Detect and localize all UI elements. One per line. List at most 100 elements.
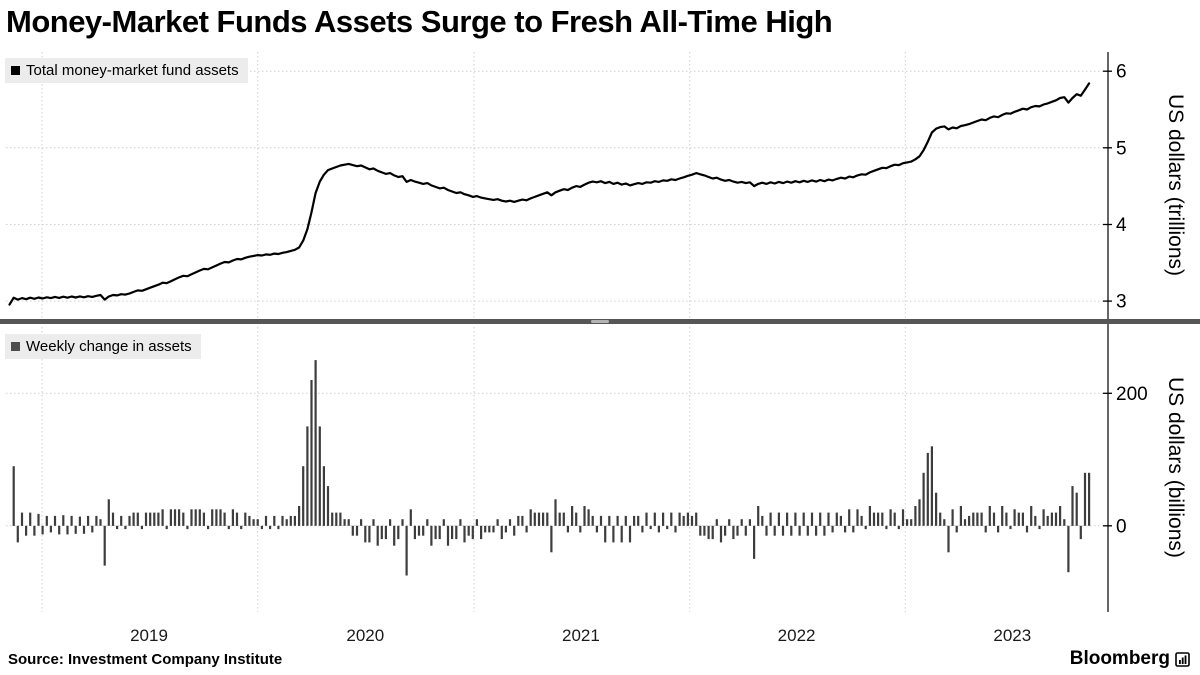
weekly-change-bar [835, 512, 838, 526]
weekly-change-bar [1017, 512, 1020, 526]
weekly-change-bar [438, 525, 441, 540]
weekly-change-bar [901, 509, 905, 526]
weekly-change-bar [988, 506, 991, 526]
weekly-change-bar [1083, 472, 1087, 526]
line-series-swatch-icon [11, 66, 20, 75]
weekly-change-bar [951, 509, 954, 526]
weekly-change-bar [786, 512, 789, 526]
weekly-change-bar [99, 519, 102, 526]
weekly-change-bar [74, 525, 77, 534]
weekly-change-bar [430, 525, 433, 546]
weekly-change-bar [1088, 472, 1091, 526]
weekly-change-bar [264, 515, 268, 526]
weekly-change-bar [819, 512, 822, 526]
weekly-change-bar [719, 525, 723, 543]
x-axis-year-label: 2022 [778, 626, 816, 645]
weekly-change-bar [207, 525, 210, 530]
weekly-change-bar [120, 515, 123, 526]
axis-tick-label: 5 [1116, 138, 1127, 159]
weekly-change-bar [794, 512, 797, 526]
legend-weekly-change: Weekly change in assets [5, 334, 201, 359]
weekly-change-bar [393, 525, 396, 546]
weekly-change-bar [839, 515, 842, 526]
weekly-change-bar [984, 525, 987, 533]
weekly-change-bar [1030, 506, 1033, 526]
weekly-change-bar [273, 515, 276, 526]
weekly-change-bar [339, 512, 342, 526]
weekly-change-bar [599, 515, 603, 526]
weekly-change-bar [157, 512, 160, 526]
weekly-change-bar [198, 509, 201, 526]
weekly-change-bar [868, 506, 871, 526]
weekly-change-bar [922, 472, 925, 526]
bar-series-swatch-icon [11, 342, 20, 351]
weekly-change-bar [657, 525, 660, 533]
weekly-change-bar [513, 525, 516, 536]
weekly-change-bar [591, 515, 594, 526]
weekly-change-bar [82, 525, 86, 534]
weekly-change-bar [306, 426, 309, 526]
weekly-change-bar [49, 525, 52, 533]
weekly-change-bar [798, 525, 801, 536]
weekly-change-bar [624, 515, 627, 526]
weekly-change-bar [620, 525, 623, 543]
weekly-change-bar [281, 515, 284, 526]
weekly-change-bar [289, 515, 292, 526]
weekly-change-bar [1050, 512, 1053, 526]
weekly-change-bar [12, 466, 15, 526]
weekly-change-bar [496, 519, 499, 526]
weekly-change-bar [935, 492, 938, 526]
weekly-change-bar [475, 519, 478, 526]
weekly-change-bar [562, 512, 565, 526]
weekly-change-bar [107, 499, 110, 526]
weekly-change-bar [87, 515, 90, 526]
weekly-change-bar [992, 512, 996, 526]
weekly-change-bar [269, 525, 272, 530]
weekly-change-bar [575, 512, 578, 526]
weekly-change-bar [223, 512, 226, 526]
weekly-change-bar [1071, 486, 1074, 526]
weekly-change-bar [140, 525, 143, 530]
weekly-change-bar [885, 525, 888, 530]
weekly-change-bar [910, 519, 913, 526]
weekly-change-bar [314, 360, 317, 526]
weekly-change-bar [823, 525, 826, 536]
weekly-change-bar [918, 499, 921, 526]
weekly-change-bar [285, 519, 288, 526]
weekly-change-bar [707, 525, 710, 540]
weekly-change-bar [914, 506, 917, 526]
bloomberg-wordmark: Bloomberg [1069, 648, 1170, 669]
weekly-change-bar [318, 426, 321, 526]
weekly-change-bar [488, 525, 491, 533]
weekly-change-bar [777, 512, 780, 526]
weekly-change-bar [202, 512, 205, 526]
weekly-change-bar [1009, 525, 1012, 530]
weekly-change-bar [860, 515, 863, 526]
bloomberg-logo: Bloomberg [1070, 648, 1190, 670]
weekly-change-bar [384, 525, 387, 540]
weekly-change-bar [604, 525, 607, 543]
weekly-change-bar [248, 515, 251, 526]
weekly-change-bar [1034, 515, 1037, 526]
weekly-change-bar [103, 525, 106, 566]
weekly-change-bar [463, 525, 466, 543]
weekly-change-bar [480, 525, 483, 540]
weekly-change-bar [389, 519, 392, 526]
weekly-change-bar [517, 515, 520, 526]
weekly-change-bar [947, 525, 950, 553]
weekly-change-bar [740, 519, 743, 526]
weekly-change-bar [542, 512, 545, 526]
axis-tick-label: 4 [1116, 215, 1127, 236]
weekly-change-bar [508, 519, 512, 526]
axis-tick-label: 0 [1116, 516, 1127, 537]
panel-resize-handle[interactable] [591, 320, 609, 323]
weekly-change-bar [451, 525, 454, 540]
weekly-change-bar [1005, 512, 1008, 526]
source-attribution: Source: Investment Company Institute [8, 651, 283, 668]
weekly-change-bar [240, 525, 243, 530]
weekly-change-bar [881, 512, 884, 526]
weekly-change-bar [364, 525, 367, 543]
weekly-change-bar [682, 515, 685, 526]
weekly-change-bar [864, 525, 867, 530]
weekly-change-bar [380, 525, 383, 540]
